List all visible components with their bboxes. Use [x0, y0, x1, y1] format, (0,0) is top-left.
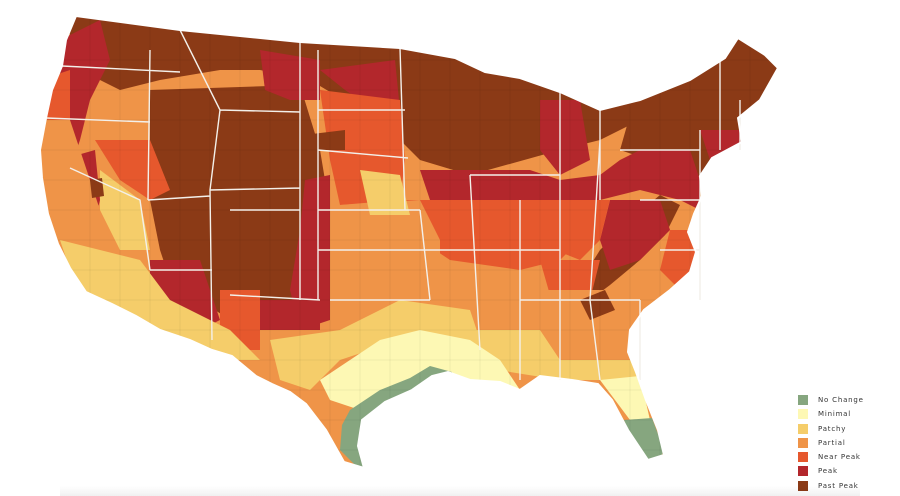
region-virginia-peak	[600, 200, 670, 270]
legend-swatch	[798, 423, 808, 434]
region-gulf-patchy	[470, 330, 640, 380]
region-montana-peak	[260, 50, 320, 100]
region-arizona-peak	[150, 260, 220, 330]
legend-item-peak: Peak	[798, 464, 864, 478]
region-north-florida-minimal	[600, 376, 650, 420]
legend-swatch	[798, 409, 808, 420]
legend-swatch	[798, 437, 808, 448]
region-south-florida-no-change	[624, 418, 664, 465]
region-michigan-peak	[540, 100, 590, 175]
region-nevada-patchy	[100, 170, 150, 250]
legend-swatch	[798, 452, 808, 463]
legend-item-no-change: No Change	[798, 393, 864, 407]
legend-label: No Change	[818, 396, 864, 404]
legend-item-partial: Partial	[798, 436, 864, 450]
region-tahoe-past-peak	[90, 178, 104, 198]
state-borders	[45, 29, 741, 381]
region-southern-california-patchy	[60, 240, 260, 360]
region-nevada-near-peak	[95, 140, 170, 200]
legend-label: Patchy	[818, 424, 847, 433]
legend-item-near-peak: Near Peak	[798, 450, 864, 464]
region-smoky-mountains-past-peak	[580, 290, 615, 320]
legend-item-past-peak: Past Peak	[798, 479, 864, 493]
region-nebraska-patchy	[360, 170, 410, 215]
legend-swatch	[798, 395, 808, 405]
legend-label: Past Peak	[818, 482, 859, 490]
map-legend: No Change Minimal Patchy Partial Near Pe…	[798, 393, 864, 493]
footer-shadow	[60, 486, 860, 496]
region-black-hills-past-peak	[312, 130, 345, 150]
region-ozarks-near-peak	[400, 200, 590, 270]
legend-item-minimal: Minimal	[798, 407, 864, 421]
legend-swatch	[798, 480, 808, 491]
legend-label: Peak	[818, 467, 838, 476]
region-oregon-coast-near-peak	[40, 70, 70, 125]
legend-label: Minimal	[818, 410, 852, 419]
legend-item-patchy: Patchy	[798, 422, 864, 436]
legend-label: Near Peak	[818, 453, 861, 462]
region-kentucky-near-peak	[555, 200, 610, 260]
legend-swatch	[798, 466, 808, 477]
legend-label: Partial	[818, 438, 846, 447]
